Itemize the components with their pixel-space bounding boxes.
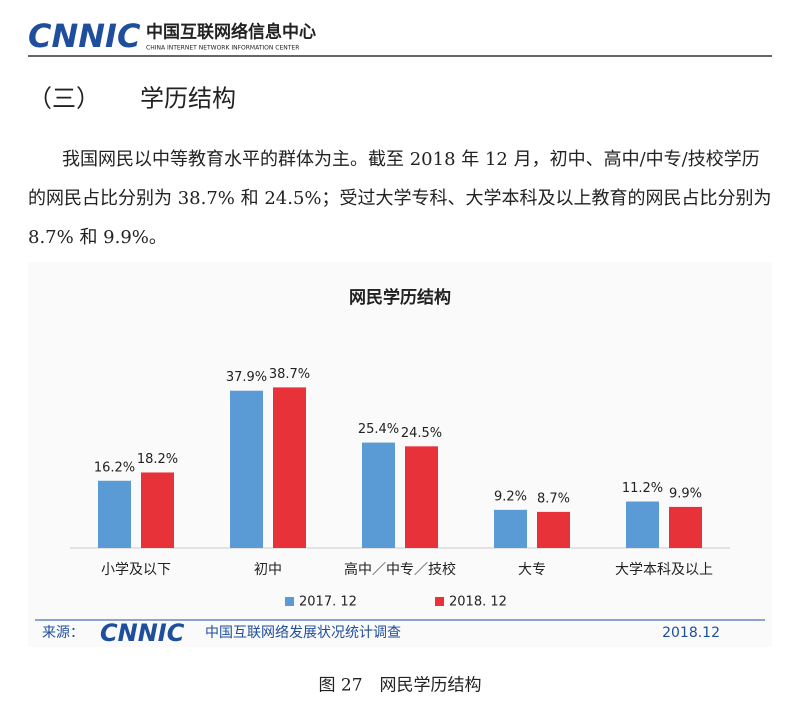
x-tick-label: 大专: [518, 562, 546, 578]
value-label: 11.2%: [622, 481, 663, 496]
value-label: 24.5%: [401, 426, 442, 441]
legend-label: 2017. 12: [299, 595, 357, 610]
bar: [626, 501, 659, 548]
source-text: 中国互联网络发展状况统计调查: [205, 625, 401, 641]
source-label: 来源：: [42, 625, 84, 641]
header-logo: CNNIC: [28, 17, 141, 55]
legend-swatch: [285, 597, 294, 606]
chart-title: 网民学历结构: [349, 287, 451, 308]
bar: [537, 511, 570, 548]
legend-label: 2018. 12: [449, 595, 507, 610]
paragraph-line: 我国网民以中等教育水平的群体为主。截至 2018 年 12 月，初中、高中/中专…: [62, 149, 760, 170]
x-tick-label: 高中／中专／技校: [344, 561, 456, 578]
bar: [273, 387, 306, 548]
legend-swatch: [435, 597, 444, 606]
x-tick-label: 初中: [254, 561, 282, 578]
bar: [494, 509, 527, 548]
x-tick-label: 小学及以下: [101, 562, 171, 578]
x-tick-label: 大学本科及以上: [615, 562, 713, 578]
value-label: 8.7%: [537, 491, 570, 506]
paragraph-line: 的网民占比分别为 38.7% 和 24.5%；受过大学专科、大学本科及以上教育的…: [28, 188, 772, 209]
value-label: 37.9%: [226, 370, 267, 385]
section-title: 学历结构: [140, 85, 236, 113]
value-label: 25.4%: [358, 422, 399, 437]
figure-caption: 图 27 网民学历结构: [318, 676, 481, 696]
source-date: 2018.12: [662, 625, 720, 641]
value-label: 9.2%: [494, 489, 527, 504]
value-label: 38.7%: [269, 367, 310, 382]
header-org: 中国互联网络信息中心: [146, 22, 316, 43]
header-org-en: CHINA INTERNET NETWORK INFORMATION CENTE…: [146, 45, 299, 52]
paragraph-line: 8.7% 和 9.9%。: [28, 227, 167, 248]
source-logo: CNNIC: [100, 619, 185, 647]
bar: [230, 390, 263, 548]
bar: [405, 446, 438, 548]
value-label: 9.9%: [669, 486, 702, 501]
value-label: 16.2%: [94, 460, 135, 475]
chart-area: [28, 262, 772, 647]
bar: [98, 480, 131, 548]
section-number: （三）: [28, 85, 100, 113]
value-label: 18.2%: [137, 452, 178, 467]
bar: [669, 506, 702, 548]
bar: [141, 472, 174, 548]
bar: [362, 442, 395, 548]
